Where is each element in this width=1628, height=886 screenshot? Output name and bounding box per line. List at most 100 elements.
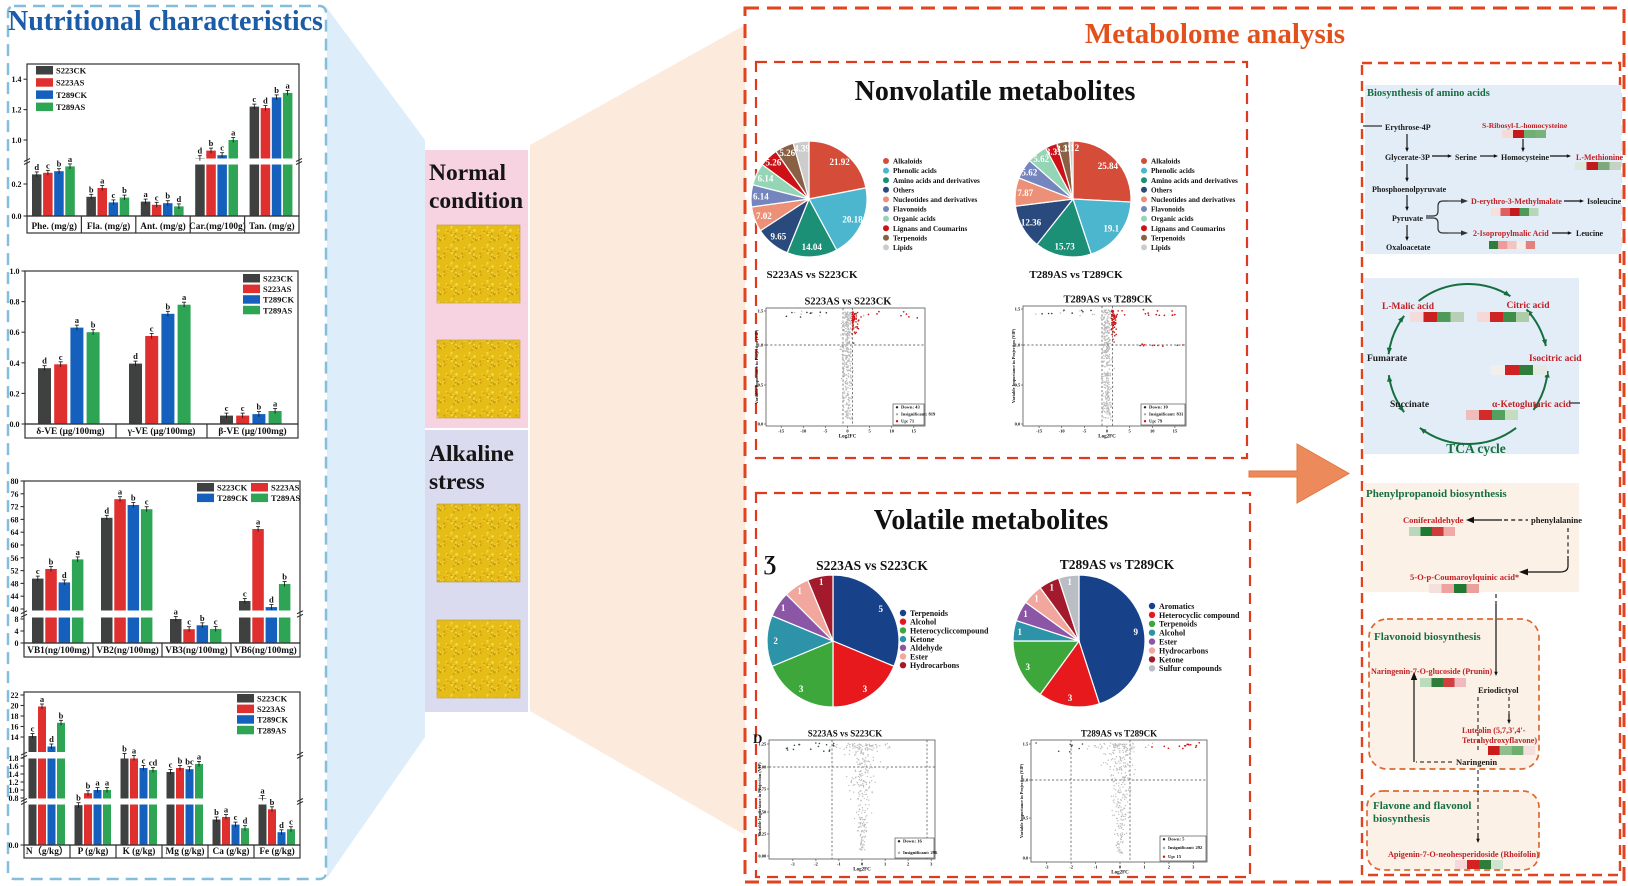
svg-text:72: 72 <box>11 503 19 512</box>
svg-text:Variable Importance in Project: Variable Importance in Projection (VIP) <box>754 329 759 404</box>
svg-text:3: 3 <box>1026 662 1031 672</box>
svg-text:1: 1 <box>1034 594 1039 604</box>
svg-text:T289AS: T289AS <box>263 305 293 315</box>
svg-text:b: b <box>166 301 171 311</box>
svg-text:Terpenoids: Terpenoids <box>893 234 927 242</box>
svg-text:N（g/kg）: N（g/kg） <box>26 845 68 857</box>
svg-text:S223AS: S223AS <box>56 78 85 88</box>
svg-text:b: b <box>178 756 183 766</box>
svg-text:Fe (g/kg): Fe (g/kg) <box>259 846 294 857</box>
svg-text:c: c <box>155 192 159 202</box>
svg-text:7.87: 7.87 <box>1017 188 1033 198</box>
svg-text:9: 9 <box>1133 627 1138 637</box>
svg-text:15: 15 <box>912 429 917 434</box>
svg-text:1.00: 1.00 <box>758 765 767 770</box>
svg-text:3.37: 3.37 <box>1046 147 1062 157</box>
svg-text:3.37: 3.37 <box>1056 144 1072 154</box>
svg-text:d: d <box>279 820 284 830</box>
svg-text:Nonvolatile metabolites: Nonvolatile metabolites <box>855 76 1136 107</box>
svg-text:5.62: 5.62 <box>1022 168 1038 178</box>
svg-text:1: 1 <box>1023 609 1028 619</box>
svg-text:d: d <box>263 96 268 106</box>
svg-text:1.2: 1.2 <box>12 106 22 115</box>
svg-text:2: 2 <box>907 862 910 867</box>
svg-text:Hydrocarbons: Hydrocarbons <box>910 661 959 670</box>
svg-text:d: d <box>177 194 182 204</box>
svg-text:Insignificant: 296: Insignificant: 296 <box>903 850 938 855</box>
svg-text:10: 10 <box>889 429 894 434</box>
svg-text:14: 14 <box>11 733 19 742</box>
svg-text:20.18: 20.18 <box>842 215 863 225</box>
svg-text:condition: condition <box>429 188 523 214</box>
svg-text:Succinate: Succinate <box>1390 400 1429 410</box>
svg-text:1: 1 <box>781 603 786 613</box>
svg-text:T289AS vs T289CK: T289AS vs T289CK <box>1063 295 1153 306</box>
svg-text:S223CK: S223CK <box>56 66 87 76</box>
svg-text:Phenolic acids: Phenolic acids <box>893 167 937 175</box>
svg-text:Alcohol: Alcohol <box>910 618 937 627</box>
svg-text:1: 1 <box>1143 865 1146 870</box>
svg-text:Aldehyde: Aldehyde <box>910 644 943 653</box>
svg-text:76: 76 <box>11 490 19 499</box>
svg-text:64: 64 <box>11 528 19 537</box>
svg-text:48: 48 <box>11 579 19 588</box>
svg-text:-15: -15 <box>778 429 785 434</box>
svg-text:1.4: 1.4 <box>9 770 19 779</box>
svg-text:Phosphoenolpyruvate: Phosphoenolpyruvate <box>1372 185 1447 194</box>
svg-text:S223CK: S223CK <box>257 694 288 704</box>
svg-text:6.14: 6.14 <box>758 174 774 184</box>
svg-text:Alkaline: Alkaline <box>429 441 514 467</box>
svg-text:Heterocycliccompound: Heterocycliccompound <box>910 626 989 635</box>
svg-text:1: 1 <box>819 577 824 587</box>
svg-text:bc: bc <box>185 757 194 767</box>
svg-text:0.0: 0.0 <box>12 212 22 221</box>
svg-text:c: c <box>59 352 63 362</box>
svg-text:1.0: 1.0 <box>12 136 22 145</box>
svg-text:Others: Others <box>1151 186 1172 194</box>
svg-text:Log2FC: Log2FC <box>853 868 871 873</box>
svg-text:Fla. (mg/g): Fla. (mg/g) <box>87 221 130 232</box>
svg-text:Ca (g/kg): Ca (g/kg) <box>213 846 250 857</box>
svg-text:K (g/kg): K (g/kg) <box>123 846 156 857</box>
svg-text:VB3(ng/100mg): VB3(ng/100mg) <box>165 645 228 656</box>
svg-text:80: 80 <box>11 477 19 486</box>
svg-text:Car.(mg/100g): Car.(mg/100g) <box>189 221 246 232</box>
svg-text:0.0: 0.0 <box>1023 856 1029 861</box>
svg-text:Metabolome analysis: Metabolome analysis <box>1085 18 1345 50</box>
svg-text:S223CK: S223CK <box>217 483 248 493</box>
svg-text:Flavone and flavonol: Flavone and flavonol <box>1373 800 1471 812</box>
svg-text:52: 52 <box>11 567 19 576</box>
svg-text:0: 0 <box>846 429 849 434</box>
svg-text:Alcohol: Alcohol <box>1159 629 1186 638</box>
svg-text:a: a <box>256 517 261 527</box>
svg-text:a: a <box>40 694 45 704</box>
svg-text:-3: -3 <box>1045 865 1049 870</box>
svg-text:9.65: 9.65 <box>771 231 787 241</box>
svg-text:a: a <box>260 786 265 796</box>
svg-text:S223AS: S223AS <box>263 284 292 294</box>
svg-text:b: b <box>89 184 94 194</box>
svg-text:Glycerate-3P: Glycerate-3P <box>1385 153 1430 162</box>
svg-text:L-Methionine: L-Methionine <box>1576 153 1624 162</box>
svg-text:Sulfur compounds: Sulfur compounds <box>1159 664 1222 673</box>
svg-text:Alkaloids: Alkaloids <box>893 158 922 166</box>
svg-text:1.0: 1.0 <box>9 786 19 795</box>
svg-text:a: a <box>118 487 123 497</box>
svg-text:1: 1 <box>884 862 887 867</box>
svg-text:c: c <box>46 160 50 170</box>
svg-text:22: 22 <box>11 691 19 700</box>
svg-text:c: c <box>31 724 35 734</box>
svg-text:cd: cd <box>149 758 158 768</box>
svg-text:1.0: 1.0 <box>758 343 764 348</box>
svg-text:b: b <box>122 744 127 754</box>
svg-text:β-VE (μg/100mg): β-VE (μg/100mg) <box>218 426 286 437</box>
svg-text:Volatile metabolites: Volatile metabolites <box>874 505 1109 536</box>
svg-text:d: d <box>62 570 67 580</box>
svg-text:b: b <box>131 493 136 503</box>
svg-text:d: d <box>243 816 248 826</box>
svg-text:21.92: 21.92 <box>829 157 850 167</box>
svg-text:Ketone: Ketone <box>910 635 935 644</box>
svg-text:a: a <box>273 399 278 409</box>
svg-text:-5: -5 <box>1083 429 1087 434</box>
svg-text:3: 3 <box>799 684 804 694</box>
